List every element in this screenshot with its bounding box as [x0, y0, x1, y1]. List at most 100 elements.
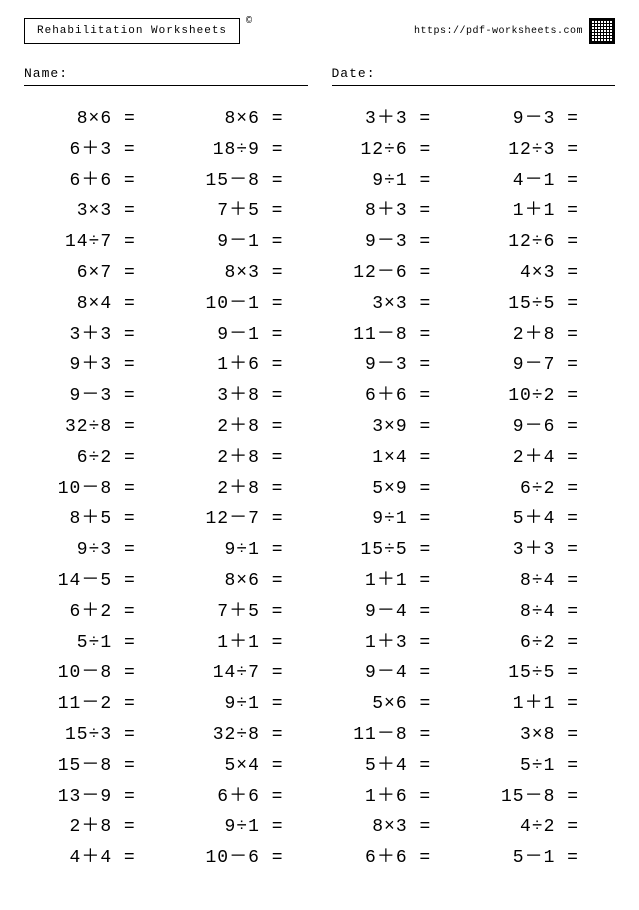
problem: 6＋6 = — [320, 381, 468, 412]
date-field[interactable]: Date: — [332, 66, 616, 86]
problem: 11－2 = — [24, 689, 172, 720]
problem: 14÷7 = — [172, 658, 320, 689]
problem: 1＋6 = — [172, 350, 320, 381]
problem: 9－3 = — [467, 104, 615, 135]
problem: 3＋8 = — [172, 381, 320, 412]
problem: 10－8 = — [24, 474, 172, 505]
problem: 9÷1 = — [320, 166, 468, 197]
problem: 5×9 = — [320, 474, 468, 505]
problem: 1＋6 = — [320, 782, 468, 813]
problem: 8×6 = — [24, 104, 172, 135]
problem: 1＋1 = — [320, 566, 468, 597]
problem: 9÷3 = — [24, 535, 172, 566]
problem: 18÷9 = — [172, 135, 320, 166]
problem: 9－4 = — [320, 597, 468, 628]
qr-code-icon — [589, 18, 615, 44]
problem: 8×6 = — [172, 104, 320, 135]
problem: 32÷8 = — [172, 720, 320, 751]
problem: 9－1 = — [172, 227, 320, 258]
problem: 2＋8 = — [172, 443, 320, 474]
problem: 5×4 = — [172, 751, 320, 782]
problems-column: 8×6 =18÷9 =15－8 =7＋5 =9－1 =8×3 =10－1 =9－… — [172, 104, 320, 874]
header-right: https://pdf-worksheets.com — [414, 18, 615, 44]
problem: 15÷5 = — [320, 535, 468, 566]
problem: 9－3 = — [320, 350, 468, 381]
problem: 9－4 = — [320, 658, 468, 689]
problems-column: 8×6 =6＋3 =6＋6 =3×3 =14÷7 =6×7 =8×4 =3＋3 … — [24, 104, 172, 874]
problem: 8×3 = — [172, 258, 320, 289]
problem: 10－1 = — [172, 289, 320, 320]
problem: 14÷7 = — [24, 227, 172, 258]
problem: 5＋4 = — [467, 504, 615, 535]
problem: 9－7 = — [467, 350, 615, 381]
problem: 15÷3 = — [24, 720, 172, 751]
problem: 6÷2 = — [467, 474, 615, 505]
problems-grid: 8×6 =6＋3 =6＋6 =3×3 =14÷7 =6×7 =8×4 =3＋3 … — [24, 104, 615, 874]
name-field[interactable]: Name: — [24, 66, 308, 86]
problem: 5÷1 = — [24, 628, 172, 659]
problem: 8×4 = — [24, 289, 172, 320]
problem: 11－8 = — [320, 720, 468, 751]
fields-row: Name: Date: — [24, 66, 615, 86]
problem: 9＋3 = — [24, 350, 172, 381]
problem: 13－9 = — [24, 782, 172, 813]
problem: 9－6 = — [467, 412, 615, 443]
problem: 6＋6 = — [172, 782, 320, 813]
problem: 5－1 = — [467, 843, 615, 874]
problem: 12÷6 = — [320, 135, 468, 166]
copyright-symbol: © — [246, 16, 252, 27]
problem: 2＋4 = — [467, 443, 615, 474]
problem: 5×6 = — [320, 689, 468, 720]
problem: 3＋3 = — [467, 535, 615, 566]
problem: 9－3 = — [320, 227, 468, 258]
problem: 10－8 = — [24, 658, 172, 689]
problem: 6÷2 = — [467, 628, 615, 659]
problem: 9÷1 = — [172, 689, 320, 720]
problem: 1＋1 = — [467, 689, 615, 720]
problem: 6＋3 = — [24, 135, 172, 166]
problem: 14－5 = — [24, 566, 172, 597]
problem: 8＋3 = — [320, 196, 468, 227]
problem: 9－1 = — [172, 320, 320, 351]
problem: 15－8 = — [172, 166, 320, 197]
problem: 9÷1 = — [172, 535, 320, 566]
worksheet-title: Rehabilitation Worksheets — [24, 18, 240, 44]
problem: 6×7 = — [24, 258, 172, 289]
problem: 1＋1 = — [467, 196, 615, 227]
problem: 4－1 = — [467, 166, 615, 197]
problems-column: 3＋3 =12÷6 =9÷1 =8＋3 =9－3 =12－6 =3×3 =11－… — [320, 104, 468, 874]
source-url: https://pdf-worksheets.com — [414, 26, 583, 37]
problem: 7＋5 = — [172, 597, 320, 628]
problem: 11－8 = — [320, 320, 468, 351]
problem: 9÷1 = — [320, 504, 468, 535]
problem: 15÷5 = — [467, 658, 615, 689]
problem: 6＋6 = — [24, 166, 172, 197]
problem: 12－7 = — [172, 504, 320, 535]
problem: 15－8 = — [24, 751, 172, 782]
problem: 10÷2 = — [467, 381, 615, 412]
problem: 15÷5 = — [467, 289, 615, 320]
problem: 2＋8 = — [172, 474, 320, 505]
problem: 12－6 = — [320, 258, 468, 289]
problem: 1＋1 = — [172, 628, 320, 659]
problem: 4＋4 = — [24, 843, 172, 874]
problem: 10－6 = — [172, 843, 320, 874]
header: Rehabilitation Worksheets © https://pdf-… — [24, 18, 615, 44]
problem: 2＋8 = — [24, 812, 172, 843]
problem: 12÷3 = — [467, 135, 615, 166]
problem: 6＋6 = — [320, 843, 468, 874]
problem: 9－3 = — [24, 381, 172, 412]
problem: 6÷2 = — [24, 443, 172, 474]
problem: 8＋5 = — [24, 504, 172, 535]
problem: 3×3 = — [320, 289, 468, 320]
problem: 1＋3 = — [320, 628, 468, 659]
problem: 5＋4 = — [320, 751, 468, 782]
problem: 2＋8 = — [172, 412, 320, 443]
problem: 3＋3 = — [24, 320, 172, 351]
problem: 15－8 = — [467, 782, 615, 813]
problem: 1×4 = — [320, 443, 468, 474]
problem: 4÷2 = — [467, 812, 615, 843]
problem: 2＋8 = — [467, 320, 615, 351]
problem: 5÷1 = — [467, 751, 615, 782]
problem: 12÷6 = — [467, 227, 615, 258]
